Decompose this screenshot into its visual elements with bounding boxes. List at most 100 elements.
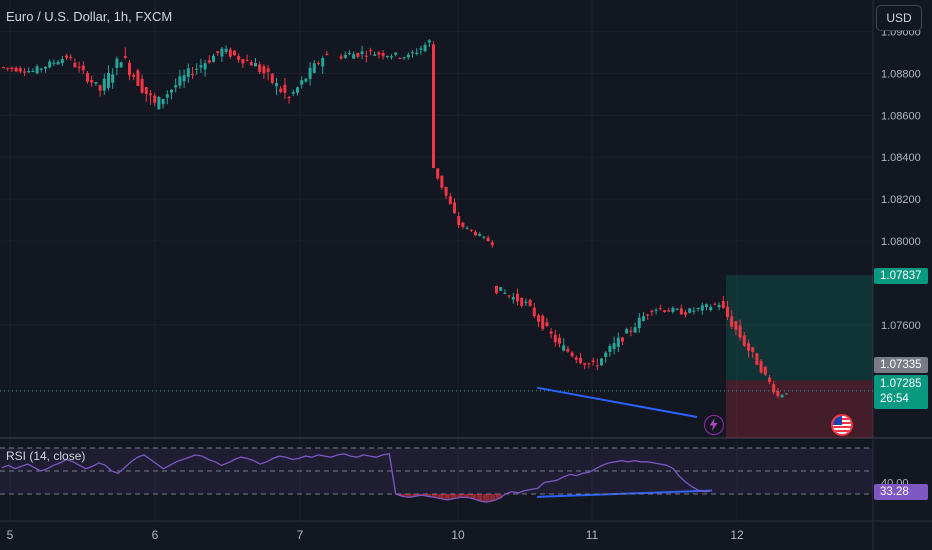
candle-body: [258, 64, 262, 72]
candle-body: [321, 58, 325, 67]
candle-body: [35, 66, 39, 74]
candle-body: [111, 74, 115, 83]
candle-body: [507, 295, 511, 297]
candle-body: [165, 94, 169, 98]
candle-body: [461, 222, 465, 227]
candle-body: [2, 67, 5, 69]
candle-body: [524, 301, 528, 303]
grid-lines: [0, 0, 873, 521]
candle-body: [406, 54, 410, 58]
candle-body: [511, 297, 515, 300]
candle-body: [27, 71, 31, 73]
candle-body: [56, 61, 60, 65]
candle-body: [360, 51, 364, 55]
candle-body: [237, 55, 241, 60]
candle-body: [339, 56, 343, 59]
candle-body: [81, 65, 85, 71]
candle-body: [600, 358, 603, 366]
candle-body: [696, 307, 700, 309]
candle-body: [738, 325, 742, 338]
candle-body: [220, 48, 224, 57]
candle-body: [254, 63, 257, 67]
candle-body: [364, 55, 368, 57]
candle-body: [444, 186, 448, 196]
candle-body: [675, 308, 679, 310]
candle-body: [119, 62, 123, 68]
candle-body: [688, 308, 692, 313]
candle-body: [721, 301, 725, 308]
candle-body: [241, 59, 245, 64]
candle-body: [772, 384, 776, 393]
candle-body: [283, 84, 287, 93]
candle-body: [679, 308, 683, 315]
rsi-indicator-label[interactable]: RSI (14, close): [6, 449, 86, 463]
candle-body: [102, 78, 106, 91]
candle-body: [532, 307, 536, 317]
candle-body: [700, 305, 704, 311]
candle-body: [77, 66, 81, 68]
candle-body: [115, 58, 119, 68]
candle-body: [18, 68, 22, 72]
candle-body: [266, 68, 270, 72]
candle-body: [296, 87, 299, 93]
candle-body: [650, 310, 654, 313]
price-axis[interactable]: 1.090001.088001.086001.084001.082001.080…: [881, 26, 921, 489]
time-tick-label: 5: [7, 528, 14, 542]
candle-body: [570, 352, 574, 357]
candle-body: [562, 345, 566, 351]
candle-body: [591, 360, 595, 362]
candle-body: [157, 96, 161, 110]
candle-body: [574, 357, 578, 360]
currency-button[interactable]: USD: [876, 5, 922, 31]
candle-body: [356, 52, 360, 57]
candle-body: [287, 97, 291, 99]
candle-body: [98, 85, 102, 91]
candle-body: [262, 66, 266, 74]
candle-body: [182, 75, 186, 82]
candle-body: [52, 62, 56, 64]
candle-body: [73, 62, 77, 68]
candle-body: [369, 50, 372, 52]
candle-body: [499, 287, 503, 291]
candle-body: [153, 95, 157, 103]
us-flag-icon[interactable]: [831, 414, 853, 436]
candle-body: [203, 63, 207, 70]
candle-body: [684, 312, 687, 315]
candle-body: [553, 334, 557, 343]
candle-body: [709, 306, 713, 311]
candle-body: [377, 52, 381, 55]
price-tick-label: 1.07600: [881, 320, 921, 332]
candle-body: [86, 72, 89, 82]
rsi-oversold-fill: [399, 494, 502, 503]
candle-body: [654, 309, 658, 311]
candle-body: [419, 48, 423, 50]
candle-body: [216, 51, 220, 54]
candle-body: [308, 67, 312, 79]
candle-body: [312, 63, 316, 73]
time-axis[interactable]: 5 6 7 10 11 12: [7, 528, 744, 542]
candle-body: [411, 52, 414, 54]
candle-body: [69, 57, 73, 59]
candle-body: [734, 321, 738, 330]
candle-body: [436, 168, 440, 179]
candle-body: [348, 53, 351, 55]
candle-body: [14, 67, 18, 72]
bar-countdown: 26:54: [880, 393, 909, 405]
candle-body: [633, 327, 637, 333]
candle-body: [390, 56, 393, 58]
candle-body: [60, 58, 64, 64]
candle-body: [279, 88, 283, 92]
candle-body: [94, 82, 98, 84]
candle-body: [161, 98, 165, 105]
lightning-icon[interactable]: [704, 415, 724, 435]
candle-body: [304, 78, 308, 82]
candle-body: [671, 307, 675, 312]
candle-body: [520, 297, 524, 306]
candle-body: [427, 40, 431, 43]
candle-body: [343, 54, 347, 58]
candle-body: [717, 305, 721, 308]
candle-body: [270, 73, 274, 83]
candle-body: [381, 53, 385, 57]
